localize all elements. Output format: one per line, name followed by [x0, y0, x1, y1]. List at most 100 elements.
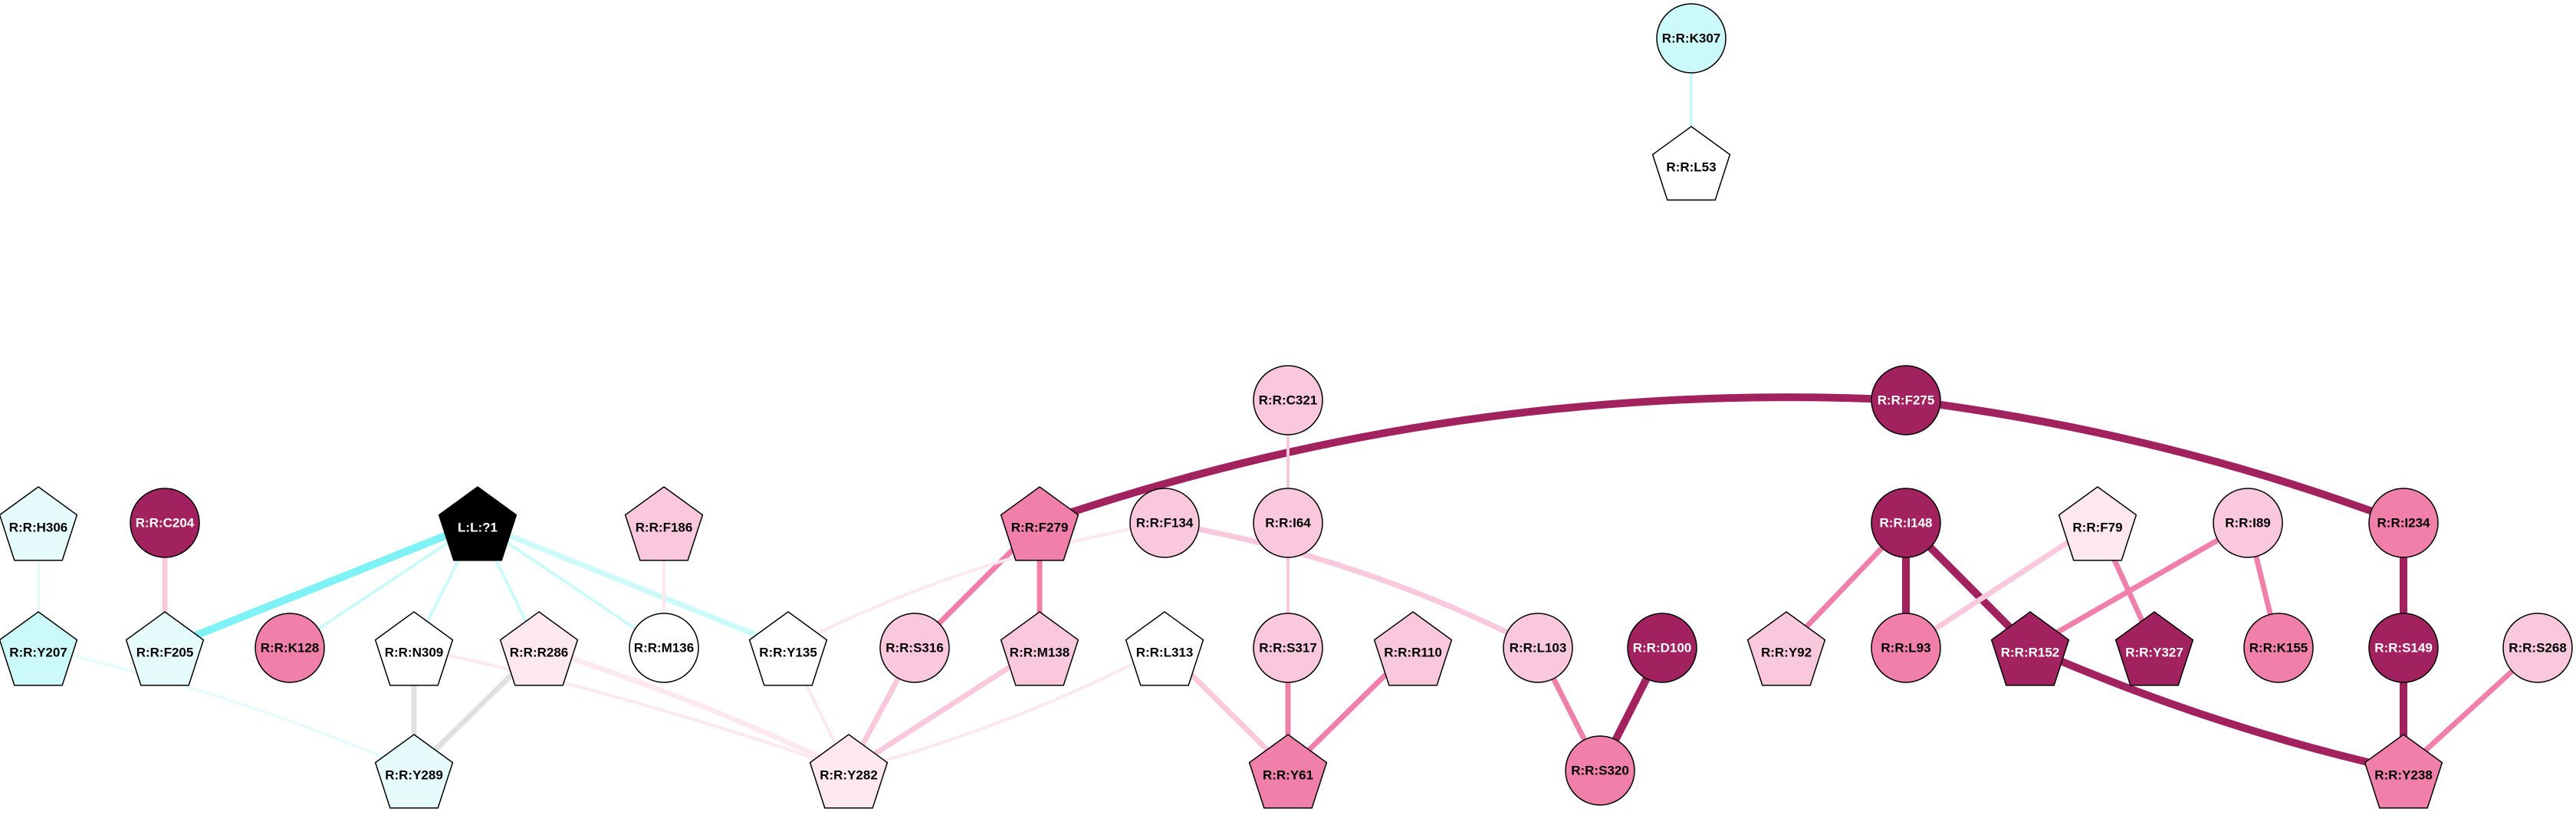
- node-circle-shape: [1627, 613, 1697, 683]
- node-n309[interactable]: R:R:N309: [374, 611, 454, 686]
- node-label: R:R:R152: [2001, 646, 2060, 660]
- node-circle-shape: [2368, 613, 2439, 683]
- node-y289[interactable]: R:R:Y289: [374, 734, 454, 809]
- node-k155[interactable]: R:R:K155: [2243, 613, 2314, 683]
- node-y92[interactable]: R:R:Y92: [1746, 611, 1826, 686]
- node-pentagon-shape: [2364, 734, 2443, 809]
- node-label: R:R:H306: [9, 521, 68, 535]
- edge-f275-i234: [1902, 396, 2407, 527]
- node-pentagon-shape: [624, 486, 704, 561]
- node-pentagon-shape: [1248, 734, 1328, 809]
- node-s320[interactable]: R:R:S320: [1565, 735, 1635, 806]
- node-label: R:R:I234: [2377, 516, 2431, 531]
- node-s316[interactable]: R:R:S316: [879, 613, 950, 683]
- node-circle-shape: [1871, 613, 1941, 683]
- node-k128[interactable]: R:R:K128: [255, 613, 325, 683]
- node-label: R:R:R110: [1384, 646, 1442, 660]
- node-lig[interactable]: L:L:?1: [438, 486, 518, 561]
- edge-lig-m136: [476, 521, 665, 649]
- node-label: R:R:I89: [2225, 516, 2271, 531]
- node-i148[interactable]: R:R:I148: [1871, 488, 1941, 558]
- node-pentagon-shape: [1990, 611, 2070, 686]
- node-c321[interactable]: R:R:C321: [1253, 365, 1323, 435]
- node-k307[interactable]: R:R:K307: [1656, 3, 1727, 74]
- edge-lig-y135: [475, 520, 791, 651]
- node-s268[interactable]: R:R:S268: [2502, 613, 2573, 683]
- node-y327[interactable]: R:R:Y327: [2114, 611, 2194, 686]
- edge-i89-r152: [2027, 520, 2251, 651]
- node-label: R:R:I64: [1265, 516, 1311, 531]
- node-l53[interactable]: R:R:L53: [1651, 126, 1731, 201]
- node-label: R:R:S320: [1571, 764, 1629, 778]
- node-label: R:R:L103: [1510, 641, 1567, 656]
- node-f134[interactable]: R:R:F134: [1129, 488, 1200, 558]
- node-label: R:R:F205: [136, 646, 194, 660]
- node-label: R:R:L53: [1666, 160, 1716, 175]
- node-circle-shape: [255, 613, 325, 683]
- node-pentagon-shape: [438, 486, 518, 561]
- node-y135[interactable]: R:R:Y135: [748, 611, 828, 686]
- edge-m138-y282: [846, 645, 1043, 774]
- node-d100[interactable]: R:R:D100: [1627, 613, 1697, 683]
- node-y61[interactable]: R:R:Y61: [1248, 734, 1328, 809]
- node-pentagon-shape: [2114, 611, 2194, 686]
- node-label: R:R:K307: [1662, 31, 1721, 46]
- node-label: R:R:F79: [2072, 521, 2122, 535]
- node-circle-shape: [2368, 488, 2439, 558]
- node-f205[interactable]: R:R:F205: [125, 611, 205, 686]
- edge-f134-y135: [787, 521, 1166, 649]
- node-f279[interactable]: R:R:F279: [1000, 486, 1079, 561]
- node-c204[interactable]: R:R:C204: [130, 488, 200, 558]
- node-label: R:R:S317: [1259, 641, 1317, 656]
- node-pentagon-shape: [0, 486, 78, 561]
- node-label: R:R:Y207: [9, 646, 67, 660]
- node-l103[interactable]: R:R:L103: [1503, 613, 1573, 683]
- node-label: R:R:S316: [886, 641, 944, 656]
- node-pentagon-shape: [1000, 611, 1079, 686]
- edge-y207-y289: [37, 646, 416, 772]
- node-y207[interactable]: R:R:Y207: [0, 611, 78, 686]
- node-label: R:R:S268: [2509, 641, 2567, 656]
- node-label: L:L:?1: [458, 521, 498, 535]
- node-circle-shape: [2243, 613, 2314, 683]
- node-label: R:R:N309: [385, 646, 444, 660]
- node-label: R:R:Y135: [759, 646, 817, 660]
- node-label: R:R:Y238: [2374, 768, 2433, 783]
- node-label: R:R:L93: [1881, 641, 1930, 656]
- node-m136[interactable]: R:R:M136: [629, 613, 699, 683]
- node-label: R:R:M138: [1010, 646, 1070, 660]
- node-circle-shape: [879, 613, 950, 683]
- node-f275[interactable]: R:R:F275: [1871, 365, 1941, 435]
- node-f186[interactable]: R:R:F186: [624, 486, 704, 561]
- node-y282[interactable]: R:R:Y282: [809, 734, 889, 809]
- node-pentagon-shape: [499, 611, 579, 686]
- node-l93[interactable]: R:R:L93: [1871, 613, 1941, 683]
- node-circle-shape: [1656, 3, 1727, 74]
- node-label: R:R:Y327: [2125, 646, 2183, 660]
- edge-r152-y238: [2026, 644, 2407, 774]
- node-i89[interactable]: R:R:I89: [2213, 488, 2283, 558]
- node-i64[interactable]: R:R:I64: [1253, 488, 1323, 558]
- node-label: R:R:C321: [1259, 393, 1318, 408]
- node-r152[interactable]: R:R:R152: [1990, 611, 2070, 686]
- edge-n309-y282: [412, 646, 850, 772]
- node-circle-shape: [1253, 613, 1323, 683]
- node-s317[interactable]: R:R:S317: [1253, 613, 1323, 683]
- node-l313[interactable]: R:R:L313: [1125, 611, 1204, 686]
- node-label: R:R:L313: [1136, 646, 1194, 660]
- nodes-layer: R:R:K307 R:R:L53 R:R:C321 R:R:F275 R:R:H306 R…: [0, 3, 2573, 809]
- node-y238[interactable]: R:R:Y238: [2364, 734, 2443, 809]
- node-f79[interactable]: R:R:F79: [2058, 486, 2137, 561]
- node-r110[interactable]: R:R:R110: [1373, 611, 1453, 686]
- node-h306[interactable]: R:R:H306: [0, 486, 78, 561]
- node-label: R:R:M136: [634, 641, 694, 656]
- node-s149[interactable]: R:R:S149: [2368, 613, 2439, 683]
- edge-f134-l103: [1162, 520, 1541, 651]
- node-pentagon-shape: [125, 611, 205, 686]
- node-label: R:R:F275: [1878, 393, 1935, 408]
- node-m138[interactable]: R:R:M138: [1000, 611, 1079, 686]
- node-label: R:R:K155: [2249, 641, 2308, 656]
- node-label: R:R:R286: [510, 646, 569, 660]
- node-r286[interactable]: R:R:R286: [499, 611, 579, 686]
- node-i234[interactable]: R:R:I234: [2368, 488, 2439, 558]
